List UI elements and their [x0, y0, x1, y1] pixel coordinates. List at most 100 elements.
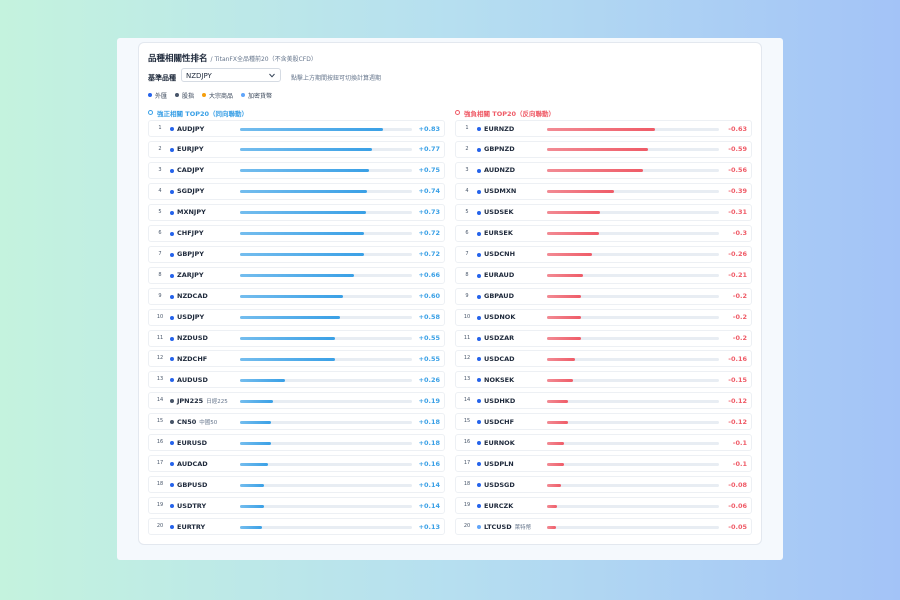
- symbol-name: NZDUSD: [177, 334, 208, 342]
- correlation-bar: [240, 357, 335, 361]
- bar-track: [240, 148, 412, 152]
- rank-row: 13 AUDUSD +0.26: [148, 371, 445, 389]
- legend-dot: [202, 93, 207, 97]
- legend: 外匯 股指 大宗商品 加密貨幣: [148, 91, 272, 100]
- rank: 13: [463, 376, 471, 383]
- rank-row: 14 USDHKD -0.12: [455, 392, 752, 410]
- rank-row: 5 MXNJPY +0.73: [148, 203, 445, 221]
- rank-row: 4 USDMXN -0.39: [455, 182, 752, 200]
- correlation-bar: [547, 399, 568, 403]
- rank-row: 20 EURTRY +0.13: [148, 518, 445, 536]
- bar-track: [547, 441, 719, 445]
- correlation-value: +0.83: [418, 124, 440, 133]
- bar-track: [240, 420, 412, 424]
- correlation-bar: [240, 399, 273, 403]
- category-dot: [170, 210, 174, 215]
- correlation-bar: [547, 337, 582, 340]
- symbol-name: GBPUSD: [177, 480, 208, 489]
- bar-track: [547, 357, 719, 361]
- symbol: GBPUSD: [177, 481, 207, 489]
- rank: 19: [156, 502, 164, 509]
- chevron: [269, 73, 275, 78]
- correlation-value: -0.59: [728, 145, 747, 154]
- category-dot: [477, 504, 481, 509]
- correlation-bar: [547, 525, 556, 529]
- symbol-select[interactable]: NZDJPY: [181, 68, 281, 82]
- correlation-bar: [240, 169, 369, 173]
- bar-track: [240, 378, 412, 382]
- symbol-name: EURTRY: [177, 522, 206, 531]
- category-dot: [170, 378, 174, 383]
- rank: 11: [463, 334, 471, 341]
- rank: 7: [158, 250, 162, 257]
- category-dot: [170, 189, 174, 194]
- title-row: 品種相關性排名 / TitanFX全品種前20（不含美股CFD）: [148, 52, 317, 64]
- correlation-bar: [240, 232, 364, 236]
- symbol-name: USDPLN: [484, 459, 514, 468]
- rank: 18: [156, 481, 164, 488]
- correlation-bar: [547, 357, 575, 361]
- legend-label: 加密貨幣: [248, 93, 273, 100]
- rank-row: 11 USDZAR -0.2: [455, 329, 752, 347]
- symbol: ZARJPY: [177, 271, 204, 279]
- symbol: SGDJPY: [177, 187, 204, 195]
- correlation-value: -0.2: [732, 292, 747, 301]
- rank: 16: [463, 439, 471, 446]
- control-label: 基準品種: [148, 74, 176, 82]
- section-label: 強負相關 TOP20（反向聯動）: [464, 110, 556, 118]
- symbol-name: EURSEK: [484, 229, 513, 238]
- correlation-value: +0.72: [418, 250, 440, 259]
- category-dot: [170, 441, 174, 446]
- category-dot: [477, 252, 481, 257]
- correlation-bar: [240, 378, 285, 382]
- correlation-value: +0.72: [418, 229, 440, 238]
- category-dot: [170, 273, 174, 278]
- rank-row: 6 EURSEK -0.3: [455, 224, 752, 242]
- correlation-value: -0.56: [728, 166, 747, 175]
- rank: 3: [465, 166, 469, 173]
- symbol-name: USDCNH: [484, 250, 516, 259]
- correlation-value: +0.75: [418, 166, 440, 175]
- symbol: USDSEK: [484, 208, 514, 216]
- rank-row: 17 AUDCAD +0.16: [148, 455, 445, 473]
- correlation-bar: [547, 483, 561, 487]
- symbol-name: EURNOK: [484, 438, 515, 447]
- correlation-bar: [547, 420, 568, 424]
- rank: 7: [465, 250, 469, 257]
- rank: 20: [156, 523, 164, 530]
- rank: 12: [463, 355, 471, 362]
- symbol: AUDCAD: [177, 460, 208, 468]
- rank-row: 10 USDJPY +0.58: [148, 308, 445, 326]
- bar-track: [547, 504, 719, 508]
- category-dot: [170, 315, 174, 320]
- correlation-bar: [547, 190, 615, 194]
- rank: 4: [465, 187, 469, 194]
- bar-track: [547, 232, 719, 236]
- rank-row: 12 USDCAD -0.16: [455, 350, 752, 368]
- symbol-name: USDMXN: [484, 187, 517, 196]
- correlation-bar: [240, 316, 340, 320]
- category-dot: [477, 399, 481, 404]
- correlation-value: -0.31: [728, 208, 747, 217]
- correlation-value: -0.26: [728, 250, 747, 259]
- bar-track: [547, 253, 719, 257]
- symbol-name: AUDUSD: [177, 375, 208, 384]
- panel: 品種相關性排名 / TitanFX全品種前20（不含美股CFD） 基準品種 NZD…: [138, 42, 762, 545]
- legend-label: 外匯: [155, 93, 168, 100]
- correlation-bar: [240, 525, 263, 529]
- symbol: EURNZD: [484, 125, 514, 133]
- rank-row: 18 GBPUSD +0.14: [148, 476, 445, 494]
- category-dot: [477, 127, 481, 131]
- symbol-name: CADJPY: [177, 166, 205, 175]
- rank: 6: [158, 229, 162, 236]
- category-dot: [477, 210, 481, 215]
- rank-row: 12 NZDCHF +0.55: [148, 350, 445, 368]
- correlation-value: -0.2: [732, 313, 747, 322]
- symbol-name: NZDCHF: [177, 354, 208, 363]
- correlation-bar: [547, 211, 601, 215]
- correlation-value: +0.13: [418, 522, 440, 531]
- symbol: MXNJPY: [177, 208, 206, 216]
- rank-row: 9 GBPAUD -0.2: [455, 287, 752, 305]
- correlation-value: +0.77: [418, 145, 440, 154]
